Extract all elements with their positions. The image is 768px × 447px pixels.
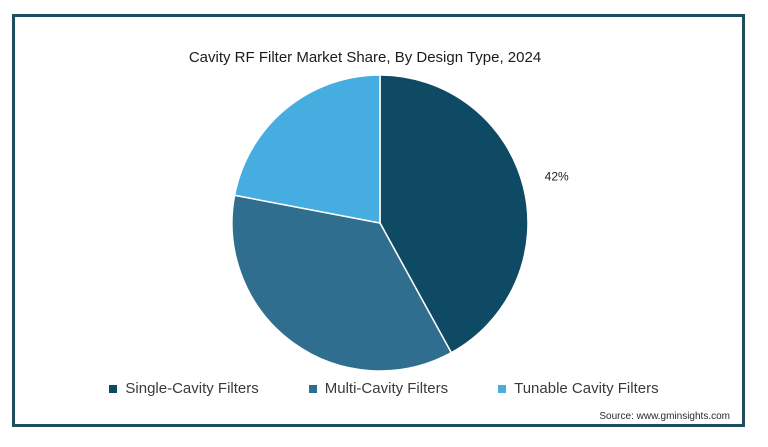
legend-swatch [109, 384, 118, 393]
pie-slice-tunable-cavity-filters [233, 74, 381, 224]
legend-item-tunable-cavity: Tunable Cavity Filters [498, 380, 659, 397]
chart-title: Cavity RF Filter Market Share, By Design… [188, 49, 542, 66]
legend-label: Single-Cavity Filters [125, 380, 259, 397]
legend-label: Tunable Cavity Filters [514, 380, 659, 397]
legend-swatch [498, 384, 507, 393]
pie-slice-multi-cavity-filters [231, 194, 453, 372]
legend-item-single-cavity: Single-Cavity Filters [109, 380, 259, 397]
legend-label: Multi-Cavity Filters [324, 380, 449, 397]
source-note: Source: www.gminsights.com [599, 411, 730, 422]
legend-item-multi-cavity: Multi-Cavity Filters [308, 380, 449, 397]
legend: Single-Cavity Filters Multi-Cavity Filte… [0, 380, 768, 397]
pie-slice-single-cavity-filters [379, 74, 529, 354]
data-label: 42% [545, 170, 569, 184]
legend-swatch [308, 384, 317, 393]
